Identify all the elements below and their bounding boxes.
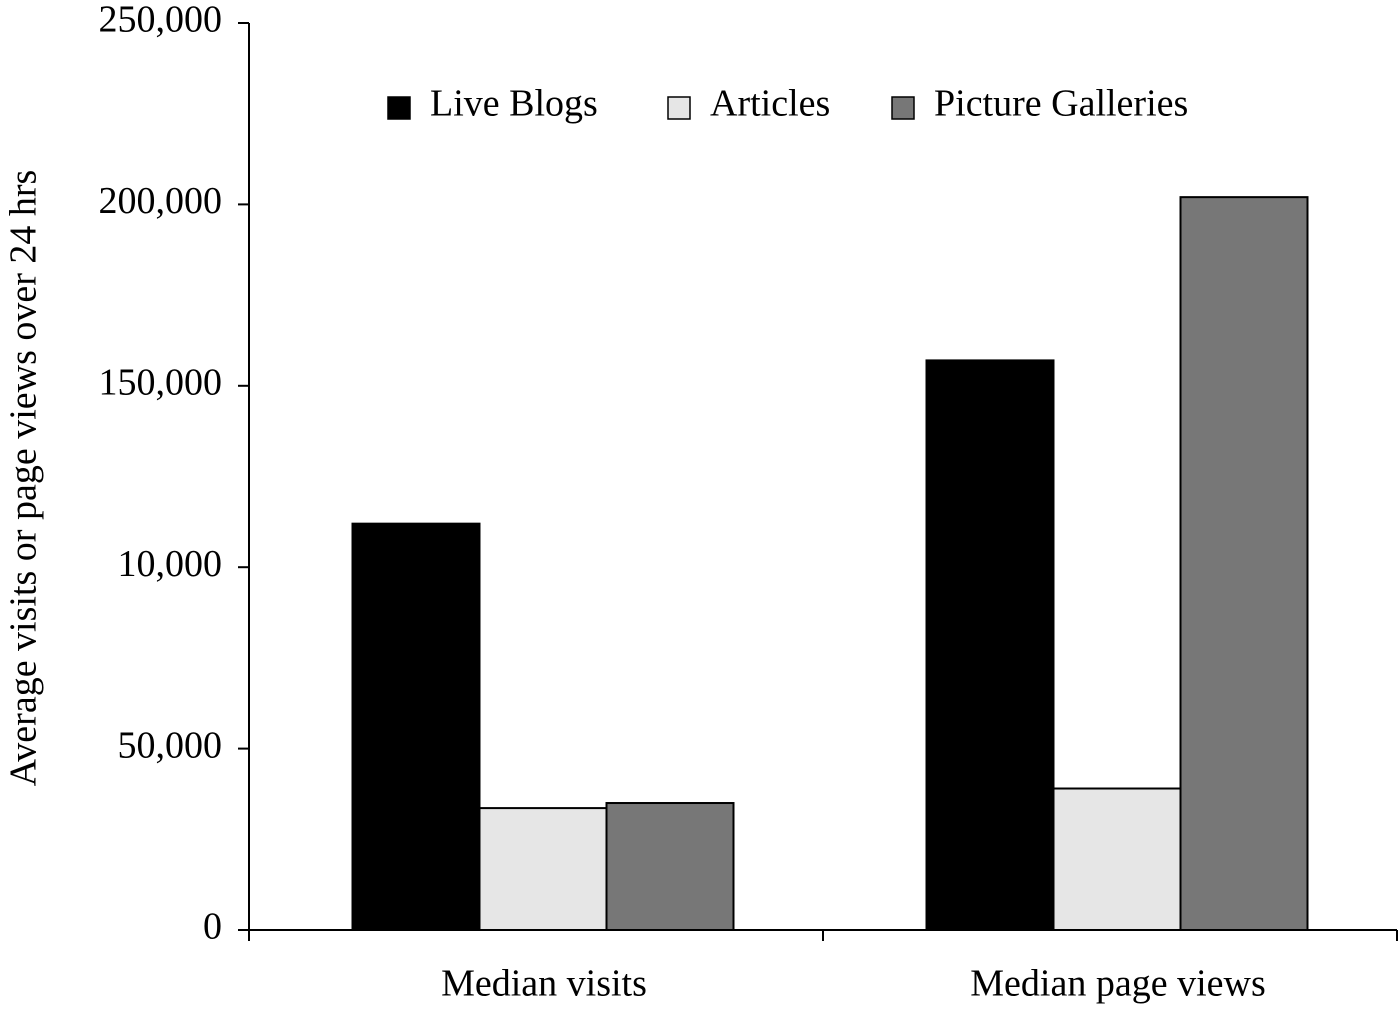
bar: [605, 802, 735, 932]
bar: [478, 807, 608, 931]
legend-swatch: [891, 96, 915, 120]
legend-swatch: [387, 96, 411, 120]
x-tick-label: Median visits: [441, 963, 647, 1005]
y-tick-label: 10,000: [118, 543, 223, 585]
legend-label: Picture Galleries: [934, 83, 1188, 125]
y-tick-label: 0: [203, 906, 222, 948]
legend-label: Live Blogs: [430, 83, 598, 125]
y-tick-label: 50,000: [118, 724, 223, 766]
y-tick-label: 250,000: [99, 0, 223, 41]
bar: [351, 522, 481, 931]
y-tick-label: 150,000: [99, 362, 223, 404]
y-tick-label: 200,000: [99, 180, 223, 222]
legend-label: Articles: [710, 83, 830, 125]
x-tick-label: Median page views: [970, 963, 1265, 1005]
legend-swatch: [667, 96, 691, 120]
bar: [1052, 787, 1182, 931]
y-axis-label: Average visits or page views over 24 hrs: [3, 170, 45, 787]
bar: [925, 359, 1055, 931]
bar: [1179, 196, 1309, 932]
